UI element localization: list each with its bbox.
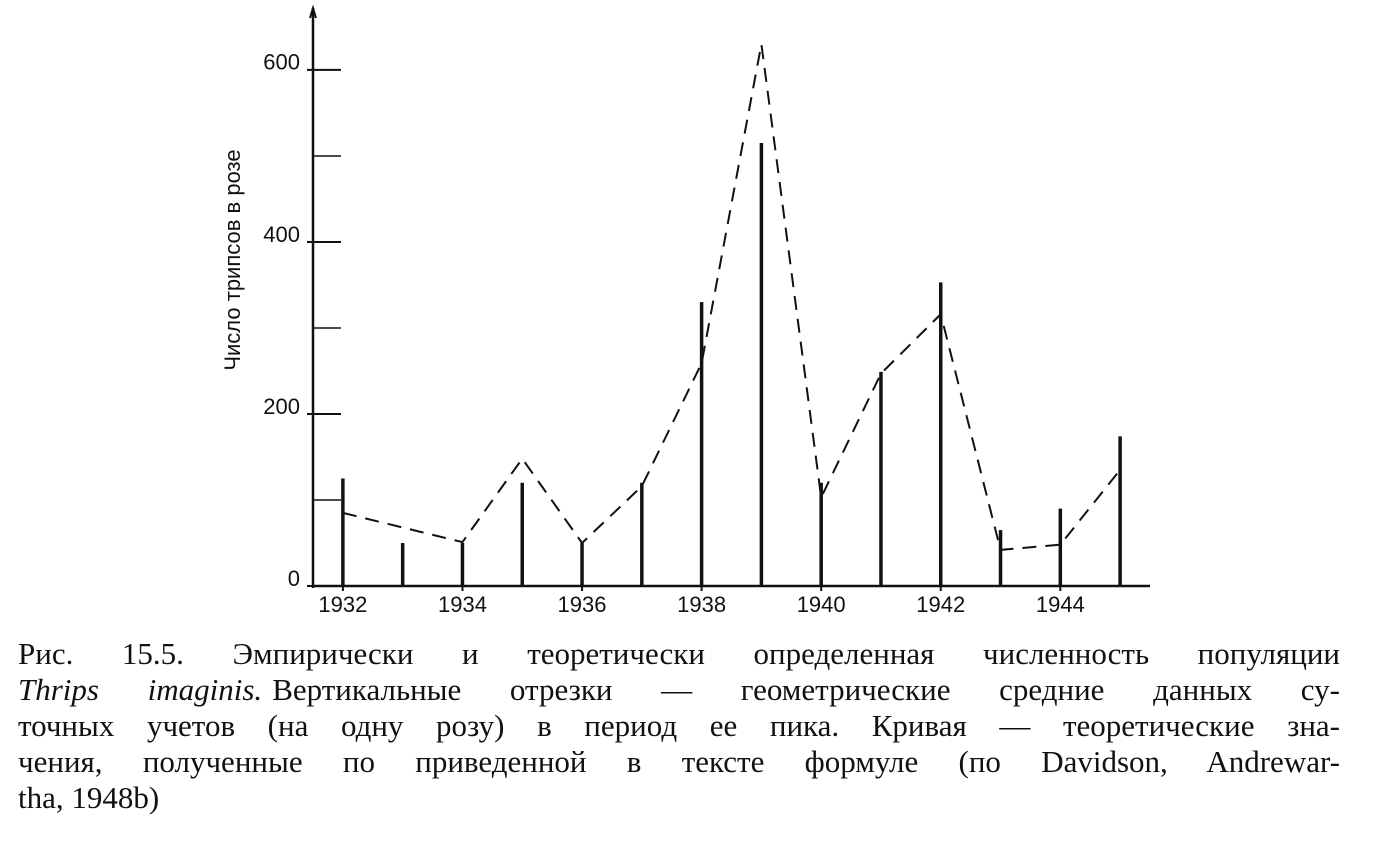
x-tick-label: 1940 xyxy=(797,592,846,617)
caption-text: Вертикальные отрезки — геометрические ср… xyxy=(272,672,1340,707)
x-tick-label: 1944 xyxy=(1036,592,1085,617)
caption-line: точных учетов (на одну розу) в период ее… xyxy=(18,708,1340,743)
caption-line: tha, 1948b) xyxy=(18,780,160,815)
theoretical-curve xyxy=(342,43,1121,551)
chart: Число трипсов в розе 0 200 400 600 1932 1934 1… xyxy=(220,4,1150,617)
y-axis-arrow xyxy=(309,4,317,19)
species-name: Thrips imaginis. xyxy=(18,672,263,707)
x-tick-label: 1938 xyxy=(677,592,726,617)
x-tick-label: 1942 xyxy=(916,592,965,617)
y-tick-label: 200 xyxy=(263,394,300,419)
caption: Рис. 15.5. Эмпирически и теоретически оп… xyxy=(18,636,1340,816)
x-tick-label: 1932 xyxy=(318,592,367,617)
caption-line: Рис. 15.5. Эмпирически и теоретически оп… xyxy=(18,636,1340,671)
y-tick-label: 0 xyxy=(288,566,300,591)
caption-line: Thrips imaginis. Вертикальные отрезки — г… xyxy=(18,672,1340,708)
y-tick-label: 400 xyxy=(263,222,300,247)
y-tick-label: 600 xyxy=(263,50,300,75)
x-tick-label: 1936 xyxy=(558,592,607,617)
caption-line: чения, полученные по приведенной в текст… xyxy=(18,744,1340,779)
x-tick-label: 1934 xyxy=(438,592,487,617)
y-axis-label: Число трипсов в розе xyxy=(220,149,245,370)
